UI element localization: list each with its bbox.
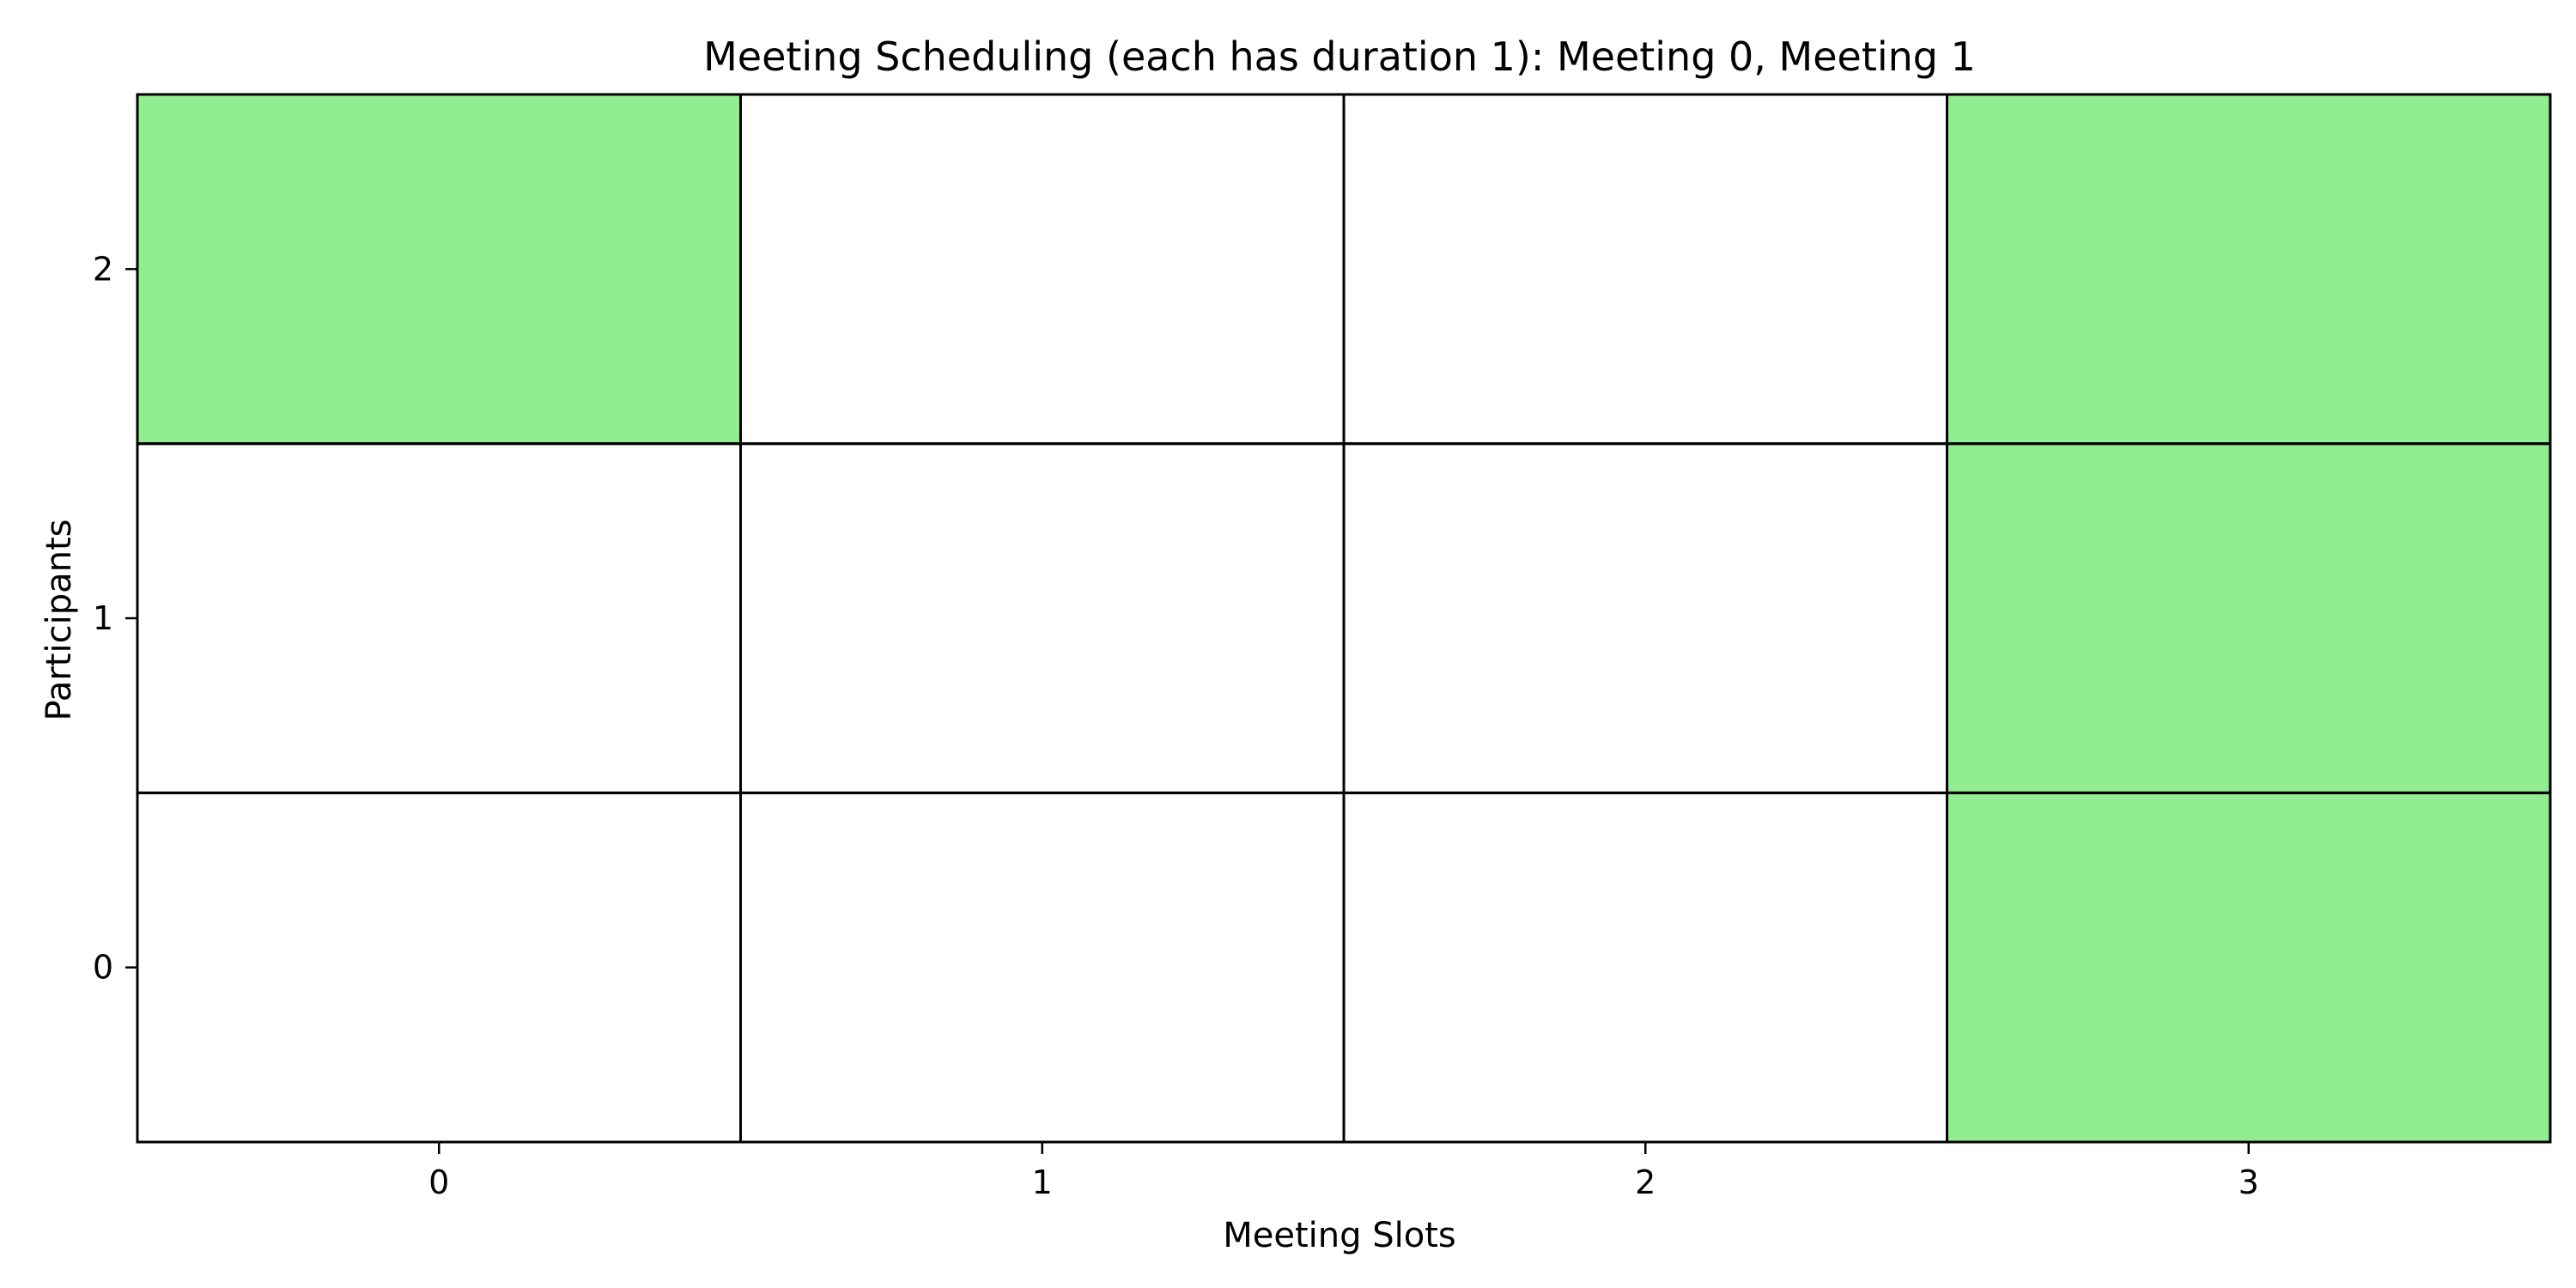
cell-participant-2-slot-0 — [136, 93, 742, 446]
cell-participant-2-slot-1 — [739, 93, 1346, 446]
x-tick-label: 1 — [1032, 1163, 1053, 1201]
x-tick-label: 3 — [2239, 1163, 2259, 1201]
chart-title: Meeting Scheduling (each has duration 1)… — [703, 33, 1976, 80]
cell-participant-0-slot-3 — [1946, 791, 2552, 1144]
x-axis-ticks: 0 1 2 3 — [428, 1142, 2259, 1201]
cell-participant-1-slot-0 — [136, 442, 742, 794]
x-axis-label: Meeting Slots — [1223, 1216, 1455, 1255]
y-tick-label: 0 — [93, 949, 113, 987]
cell-participant-1-slot-2 — [1342, 442, 1948, 794]
cell-participant-0-slot-1 — [739, 791, 1346, 1144]
y-tick-label: 2 — [93, 250, 113, 288]
y-tick-label: 1 — [93, 599, 113, 637]
cell-participant-1-slot-3 — [1946, 442, 2552, 794]
cell-participant-0-slot-2 — [1342, 791, 1948, 1144]
y-axis-ticks: 0 1 2 — [93, 250, 137, 987]
x-tick-label: 2 — [1635, 1163, 1656, 1201]
cell-participant-2-slot-2 — [1342, 93, 1948, 446]
cell-participant-0-slot-0 — [136, 791, 742, 1144]
x-tick-label: 0 — [428, 1163, 449, 1201]
cell-participant-2-slot-3 — [1946, 93, 2552, 446]
cell-participant-1-slot-1 — [739, 442, 1346, 794]
heatmap-cells — [136, 93, 2552, 1144]
y-axis-label: Participants — [39, 519, 79, 721]
gridlines — [137, 94, 2550, 1142]
